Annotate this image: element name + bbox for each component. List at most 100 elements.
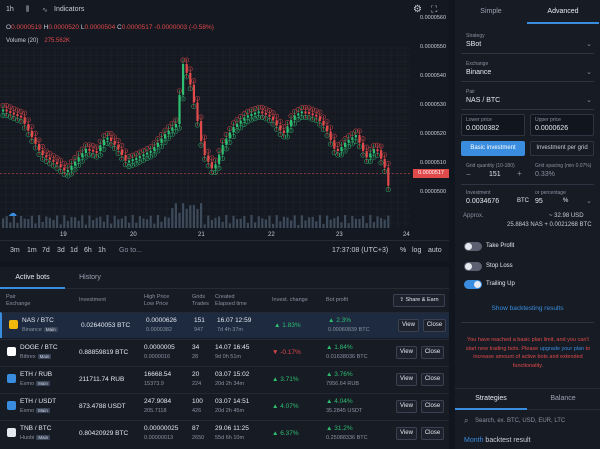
buy-order-marker [310, 116, 316, 122]
lower-price-field[interactable] [461, 114, 525, 136]
table-row[interactable]: TNB / BTC Huobi Main 0.80420929 BTC 0.000000… [0, 420, 449, 446]
take-profit-toggle[interactable] [464, 242, 482, 251]
upper-price-field[interactable] [530, 114, 594, 136]
fullscreen-icon[interactable]: ⛶ [431, 4, 438, 14]
chevron-down-icon[interactable]: ⌄ [586, 41, 592, 48]
chevron-down-icon[interactable]: ⌄ [586, 97, 592, 104]
sell-order-marker [151, 140, 157, 146]
sell-order-marker [234, 117, 240, 123]
buy-order-marker [191, 103, 197, 109]
table-row[interactable]: ETH / USDT Exmo Main 873.4788 USDT 247.9084 2… [0, 393, 449, 419]
grid-quantity-value[interactable]: 151 [489, 171, 501, 178]
account-tag: Main [43, 327, 58, 332]
close-button[interactable]: Close [421, 346, 444, 359]
increment-icon[interactable]: + [517, 169, 522, 178]
tab-strategies[interactable]: Strategies [455, 388, 527, 410]
chevron-down-icon[interactable]: ⌄ [586, 198, 592, 205]
percentage-input[interactable]: 95 [535, 198, 543, 205]
buy-order-marker [0, 112, 6, 118]
show-backtesting-link[interactable]: Show backtesting results [491, 305, 564, 312]
tab-simple[interactable]: Simple [480, 8, 502, 15]
view-button[interactable]: View [396, 346, 417, 359]
strategy-search-input[interactable]: Search, ex. BTC, USD, EUR, LTC [475, 418, 566, 424]
price-chart[interactable]: 1h ⫼ ∿ Indicators ⚙ ⛶ O0.0000519 H0.0000… [0, 0, 449, 262]
sell-order-marker [0, 102, 6, 108]
volume-bar [59, 224, 62, 228]
sell-order-marker [310, 106, 316, 112]
tab-advanced[interactable]: Advanced [527, 0, 599, 24]
view-button[interactable]: View [396, 400, 417, 413]
close-button[interactable]: Close [423, 319, 446, 332]
decrement-icon[interactable]: − [466, 170, 471, 179]
investment-per-grid-button[interactable]: Investment per grid [530, 141, 594, 156]
interval-selector[interactable]: 1h [6, 6, 14, 13]
close-button[interactable]: Close [421, 373, 444, 386]
tab-history[interactable]: History [79, 274, 101, 281]
range-3m[interactable]: 3m [10, 247, 20, 254]
view-button[interactable]: View [398, 319, 419, 332]
candle-body [146, 152, 149, 155]
upgrade-plan-link[interactable]: upgrade your plan [539, 345, 585, 352]
exchange-icon [7, 401, 16, 410]
candle-body [300, 111, 303, 114]
view-button[interactable]: View [396, 373, 417, 386]
volume-bar [218, 216, 221, 228]
indicators-button[interactable]: Indicators [54, 6, 85, 13]
sell-order-marker [241, 111, 247, 117]
grids-count: 87 [192, 425, 200, 432]
volume-bar [106, 215, 109, 228]
grids-count: 20 [192, 371, 200, 378]
range-7d[interactable]: 7d [42, 247, 50, 254]
grids-count: 151 [194, 317, 205, 324]
goto-button[interactable]: Go to... [119, 247, 142, 254]
month-selector[interactable]: Month [464, 437, 484, 444]
candle-type-icon[interactable]: ⫼ [26, 6, 30, 13]
basic-investment-button[interactable]: Basic investment [461, 141, 525, 156]
volume-bar [189, 205, 192, 228]
buy-order-marker [216, 165, 222, 171]
chart-canvas[interactable] [0, 0, 449, 262]
candle-body [318, 116, 321, 121]
trailing-up-toggle[interactable] [464, 280, 482, 289]
share-earn-button[interactable]: ⇪ Share & Earn [393, 294, 445, 307]
chevron-down-icon[interactable]: ⌄ [586, 69, 592, 76]
indicators-icon[interactable]: ∿ [42, 7, 48, 14]
candle-body [221, 144, 224, 155]
pair-label: Pair [466, 89, 475, 95]
volume-bar [203, 224, 206, 228]
stop-loss-toggle[interactable] [464, 262, 482, 271]
log-toggle[interactable]: log [412, 247, 422, 254]
buy-order-marker [292, 121, 298, 127]
pair-name: ETH / RUB [20, 371, 53, 378]
range-1d[interactable]: 1d [70, 247, 78, 254]
range-1h[interactable]: 1h [98, 247, 106, 254]
table-row[interactable]: DOGE / BTC Bittrex Main 0.88859819 BTC 0.000… [0, 339, 449, 365]
auto-toggle[interactable]: auto [428, 247, 442, 254]
pair-select[interactable]: NAS / BTC [466, 97, 501, 104]
tab-balance[interactable]: Balance [550, 395, 576, 402]
range-3d[interactable]: 3d [57, 247, 65, 254]
range-1m[interactable]: 1m [27, 247, 37, 254]
settings-icon[interactable]: ⚙ [413, 4, 422, 15]
strategy-select[interactable]: SBot [466, 41, 482, 48]
table-row[interactable]: NAS / BTC Binance Main 0.02640053 BTC 0.0000… [0, 312, 449, 338]
exchange-text: Bittrex [20, 354, 36, 360]
tab-active-bots[interactable]: Active bots [0, 267, 65, 289]
trades-count: 224 [192, 381, 202, 387]
close-button[interactable]: Close [421, 427, 444, 440]
buy-order-marker [169, 132, 175, 138]
volume-bar [113, 215, 116, 228]
investment-input[interactable]: 0.0034676 [466, 198, 500, 205]
exchange-select[interactable]: Binance [466, 69, 492, 76]
sell-order-marker [385, 161, 391, 167]
candle-body [5, 109, 8, 112]
view-button[interactable]: View [396, 427, 417, 440]
lower-price-label: Lower price [466, 117, 492, 123]
percent-toggle[interactable]: % [400, 247, 407, 254]
sell-order-marker [50, 153, 56, 159]
close-button[interactable]: Close [421, 400, 444, 413]
volume-bar [347, 223, 350, 228]
sell-order-marker [277, 118, 283, 124]
range-6h[interactable]: 6h [84, 247, 92, 254]
table-row[interactable]: ETH / RUB Exmo Main 211711.74 RUB 16668.54 15… [0, 366, 449, 392]
